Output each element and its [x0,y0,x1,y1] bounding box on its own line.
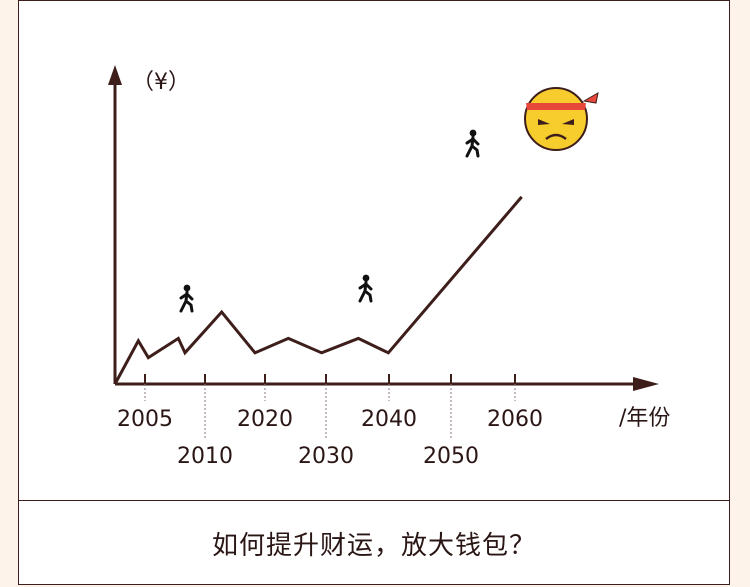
series-line [113,195,523,385]
caption-text: 如何提升财运，放大钱包？ [211,531,536,561]
x-tick-label-2010: 2010 [177,444,233,469]
x-axis-label: /年份 [619,406,670,431]
chart-card: （¥） /年份 2005 2010 2020 2030 2040 2050 2060 如何提升… [18,0,730,585]
x-tick-label-2050: 2050 [423,444,479,469]
y-axis-arrow [108,65,122,85]
x-tick-label-2030: 2030 [298,444,354,469]
x-tick-label-2005: 2005 [117,407,173,432]
walking-person-icon [179,283,194,313]
x-tick-label-2040: 2040 [361,407,417,432]
caption-divider [19,500,729,501]
face-circle [524,87,588,151]
walking-person-icon [358,273,373,303]
left-eye [538,119,550,125]
x-tick-label-2020: 2020 [237,407,293,432]
x-axis-arrow [633,377,659,391]
mouth [545,133,567,141]
x-tick-label-2060: 2060 [487,407,543,432]
walking-person-icon [465,128,480,158]
headband [526,103,586,110]
right-eye [562,119,574,125]
angry-face-icon [524,87,599,151]
headband-tail [582,92,599,104]
y-axis-label: （¥） [132,70,190,95]
